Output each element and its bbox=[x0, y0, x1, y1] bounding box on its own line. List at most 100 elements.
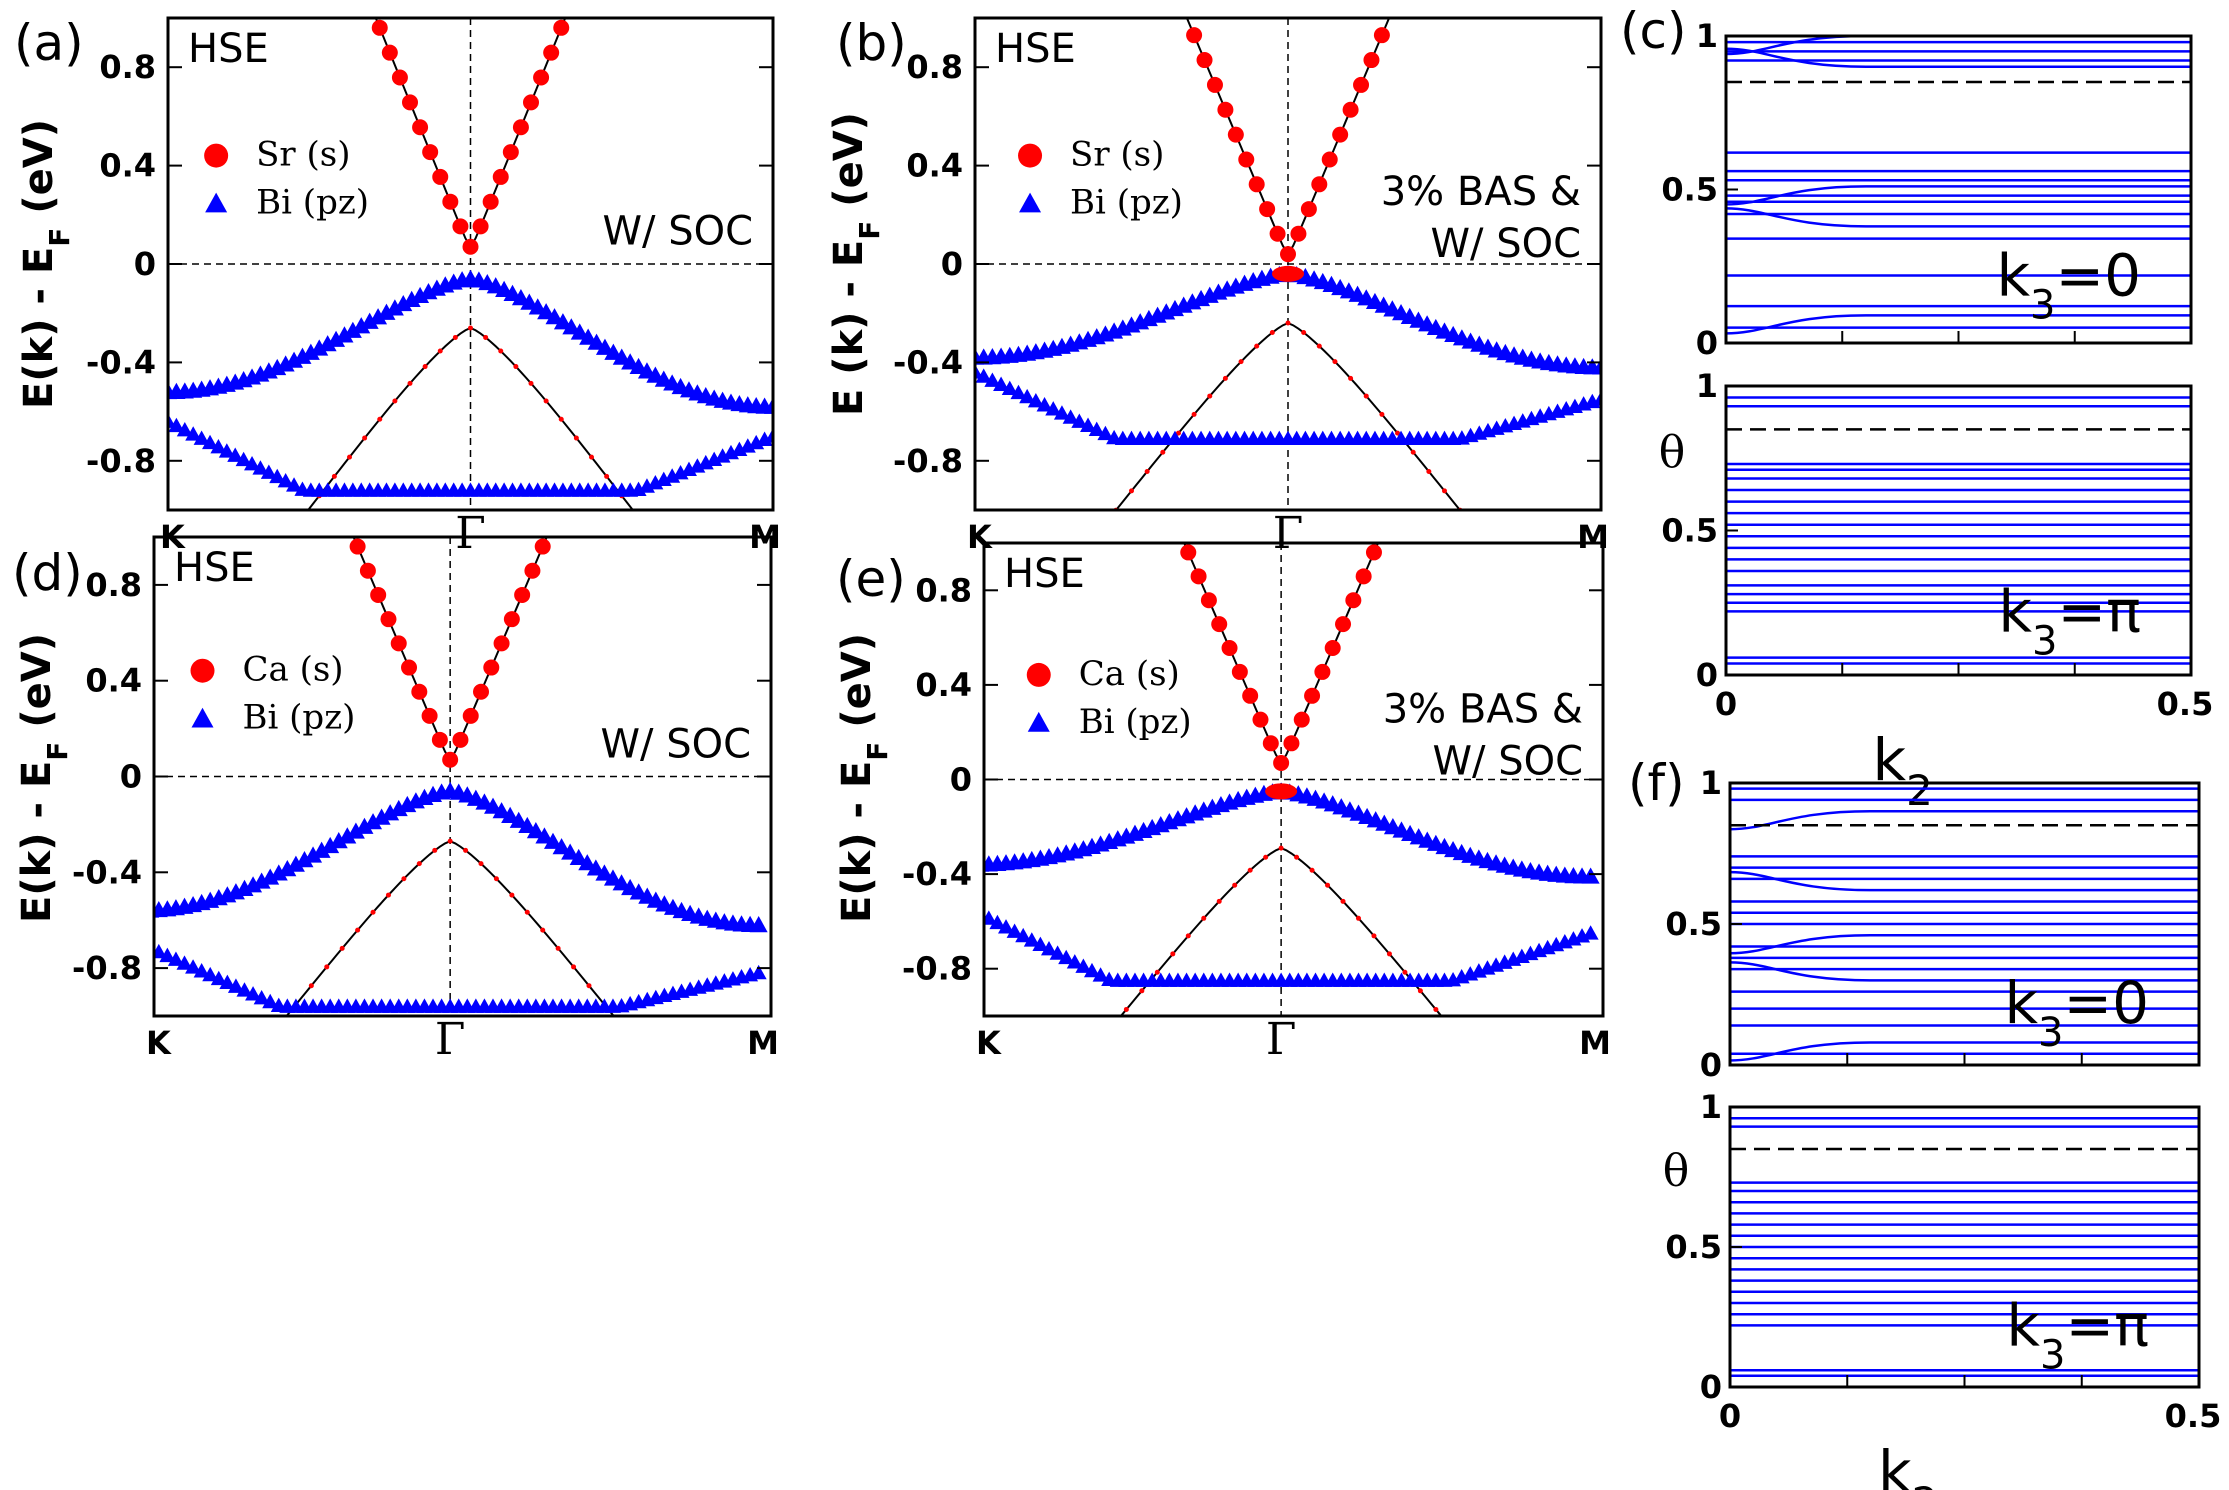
wilson-loop-line bbox=[1725, 47, 2191, 68]
light-hole-marker bbox=[1526, 1117, 1531, 1122]
sr-s-marker bbox=[462, 238, 479, 255]
y-axis-label-unit: (eV) bbox=[16, 119, 62, 228]
light-hole-marker bbox=[1386, 951, 1392, 957]
sr-s-marker bbox=[308, 442, 324, 458]
light-hole-marker bbox=[1552, 622, 1557, 627]
y-tick-label: 0.4 bbox=[906, 147, 963, 185]
bi-pz-marker bbox=[352, 317, 371, 334]
sr-s-marker bbox=[1242, 687, 1259, 704]
sr-s-marker bbox=[1479, 281, 1495, 297]
x-tick-label: Γ bbox=[1266, 1014, 1297, 1065]
light-hole-marker bbox=[1263, 854, 1269, 860]
light-hole-marker bbox=[1247, 867, 1253, 873]
sr-s-marker bbox=[412, 119, 429, 136]
theta-axis-label: θ bbox=[1659, 427, 1686, 478]
bi-pz-marker bbox=[312, 841, 331, 858]
sr-s-marker bbox=[216, 224, 232, 240]
sr-s-marker bbox=[1283, 735, 1300, 752]
k3-label-value: =π bbox=[2065, 1291, 2149, 1359]
y-tick-label: 0 bbox=[941, 245, 963, 283]
bi-pz-marker bbox=[364, 813, 383, 830]
y-tick-label: 0.8 bbox=[906, 48, 963, 86]
sr-s-marker bbox=[1196, 52, 1213, 69]
light-hole-marker bbox=[571, 964, 577, 970]
sr-s-marker bbox=[566, 466, 582, 482]
k3-label: k3=π bbox=[1998, 577, 2141, 664]
bi-pz-marker bbox=[235, 451, 252, 467]
sr-s-marker bbox=[432, 168, 449, 185]
light-hole-marker bbox=[509, 892, 515, 898]
light-hole-marker bbox=[1222, 375, 1228, 381]
light-hole-marker bbox=[256, 571, 261, 576]
light-hole-marker bbox=[1426, 468, 1432, 474]
sr-s-marker bbox=[1077, 305, 1093, 321]
bi-pz-marker bbox=[327, 330, 346, 347]
legend-label: Ca (s) bbox=[1079, 654, 1180, 694]
y-tick-label: 0.8 bbox=[85, 566, 142, 604]
light-hole-marker bbox=[1442, 488, 1447, 494]
legend-label: Sr (s) bbox=[256, 135, 350, 175]
bi-pz-marker bbox=[286, 855, 305, 872]
light-hole-marker bbox=[1325, 882, 1331, 888]
y-axis-label-unit: (eV) bbox=[14, 633, 60, 742]
x-tick-label: M bbox=[1579, 1024, 1611, 1062]
sr-s-marker bbox=[422, 144, 439, 161]
x-axis-label: k2 bbox=[1878, 1438, 1938, 1490]
light-hole-marker bbox=[1355, 915, 1361, 921]
k3-label-sub: 3 bbox=[2040, 1332, 2065, 1378]
light-hole-marker bbox=[1573, 1169, 1578, 1174]
plot-area bbox=[168, 18, 773, 650]
y-axis-label: E(k) - EF (eV) bbox=[16, 119, 76, 409]
bi-pz-marker bbox=[385, 299, 404, 316]
light-hole-marker bbox=[1449, 1026, 1454, 1031]
light-hole-marker bbox=[725, 1149, 730, 1154]
bi-pz-marker bbox=[218, 443, 235, 458]
light-hole-marker bbox=[355, 927, 361, 933]
legend-circle-icon bbox=[1018, 143, 1043, 168]
bi-pz-marker bbox=[1075, 958, 1092, 973]
x-axis-label-sub: 2 bbox=[1912, 1478, 1939, 1490]
sr-s-marker bbox=[452, 731, 469, 748]
bi-pz-marker bbox=[1582, 925, 1599, 940]
light-hole-marker bbox=[1129, 488, 1134, 494]
bi-pz-marker bbox=[202, 966, 219, 982]
wilson-loop-line bbox=[1725, 185, 2191, 206]
sr-s-marker bbox=[502, 144, 519, 161]
bi-pz-marker bbox=[984, 910, 997, 925]
sr-s-marker bbox=[1583, 42, 1599, 58]
sr-s-marker bbox=[984, 90, 1000, 106]
y-tick-label: 0 bbox=[134, 245, 156, 283]
light-hole-marker bbox=[740, 645, 745, 650]
x-tick-label: 0 bbox=[1719, 1397, 1741, 1435]
light-hole-marker bbox=[617, 1021, 622, 1026]
sr-s-marker bbox=[1231, 663, 1248, 680]
light-hole-marker bbox=[377, 416, 383, 422]
light-hole-marker bbox=[1269, 330, 1275, 336]
light-hole-marker bbox=[302, 513, 307, 518]
light-hole-marker bbox=[331, 473, 337, 479]
k3-label-value: =0 bbox=[2064, 969, 2150, 1037]
x-axis-label: k2 bbox=[1873, 726, 1933, 815]
bi-pz-marker bbox=[993, 376, 1010, 391]
light-hole-marker bbox=[1278, 845, 1284, 851]
light-hole-marker bbox=[493, 876, 499, 882]
sr-s-marker bbox=[247, 296, 263, 312]
bi-pz-marker bbox=[750, 964, 767, 980]
sr-s-marker bbox=[1252, 711, 1269, 728]
light-hole-marker bbox=[1160, 449, 1166, 455]
light-hole-marker bbox=[528, 380, 534, 386]
y-axis-label-main: E(k) - E bbox=[834, 761, 880, 923]
sr-s-marker bbox=[134, 30, 150, 46]
bi-pz-marker bbox=[394, 294, 413, 312]
light-hole-marker bbox=[447, 838, 453, 844]
light-hole-marker bbox=[1185, 933, 1191, 939]
annotation-text: W/ SOC bbox=[600, 721, 751, 767]
light-hole-marker bbox=[1000, 1152, 1005, 1157]
light-hole-marker bbox=[463, 847, 469, 853]
bi-pz-marker bbox=[543, 832, 562, 849]
sr-s-marker bbox=[514, 586, 531, 603]
annotation-text: 3% BAS & bbox=[1381, 169, 1581, 215]
sr-s-marker bbox=[1108, 377, 1124, 393]
